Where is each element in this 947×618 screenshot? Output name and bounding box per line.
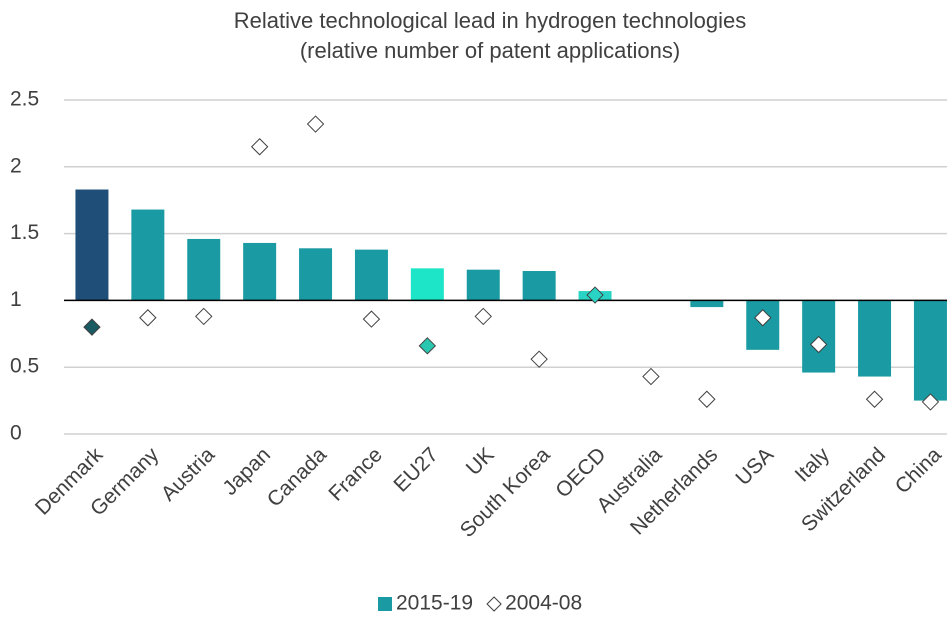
y-tick-label: 0	[10, 422, 22, 445]
marker	[642, 367, 660, 386]
marker	[418, 337, 437, 355]
legend-label: 2015-19	[396, 592, 473, 615]
legend-swatch	[486, 596, 502, 612]
marker	[921, 393, 940, 411]
bar	[243, 242, 277, 301]
bar	[410, 268, 444, 301]
marker	[195, 307, 213, 326]
marker	[698, 390, 716, 408]
bar	[75, 189, 109, 301]
marker	[865, 390, 884, 408]
marker	[250, 138, 269, 156]
x-tick-label: China	[891, 443, 946, 498]
y-tick-label: 0.5	[10, 355, 39, 378]
x-tick-label: Italy	[791, 443, 835, 487]
marker	[754, 309, 772, 327]
marker	[474, 307, 492, 326]
bar	[299, 248, 333, 301]
bar	[131, 209, 165, 301]
bar	[913, 300, 947, 401]
marker	[809, 335, 828, 354]
marker	[83, 318, 101, 336]
bar	[354, 249, 388, 301]
chart-subtitle: (relative number of patent applications)	[300, 38, 680, 63]
x-tick-label: UK	[462, 443, 499, 480]
x-tick-label: France	[324, 443, 386, 505]
bar	[522, 271, 556, 301]
chart-title: Relative technological lead in hydrogen …	[234, 8, 746, 33]
y-tick-label: 1.5	[10, 221, 39, 244]
bar	[858, 300, 892, 377]
marker	[362, 310, 381, 328]
y-tick-label: 1	[10, 288, 22, 311]
legend-label: 2004-08	[505, 592, 582, 615]
y-tick-label: 2	[10, 154, 22, 177]
marker	[306, 115, 325, 133]
y-tick-label: 2.5	[10, 88, 39, 111]
marker	[586, 286, 604, 304]
marker	[139, 309, 157, 327]
bar	[690, 300, 724, 308]
legend-swatch	[378, 597, 392, 611]
x-tick-label: USA	[731, 443, 778, 490]
bar	[187, 238, 221, 301]
x-tick-label: EU27	[389, 443, 442, 496]
bar	[466, 269, 500, 301]
x-tick-label: Austria	[157, 443, 220, 506]
x-tick-label: Canada	[263, 443, 332, 512]
marker	[530, 350, 548, 368]
